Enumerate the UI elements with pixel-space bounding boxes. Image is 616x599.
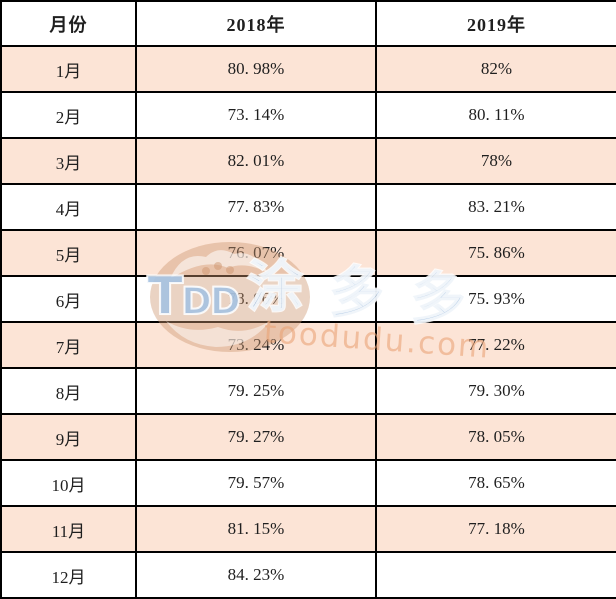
- cell-2019: 79. 30%: [375, 367, 616, 415]
- table-row: 7月 73. 24% 77. 22%: [0, 321, 616, 369]
- cell-2019: 75. 93%: [375, 275, 616, 323]
- cell-2018: 81. 15%: [135, 505, 377, 553]
- table-row: 9月 79. 27% 78. 05%: [0, 413, 616, 461]
- cell-2018: 73. 14%: [135, 91, 377, 139]
- cell-2018: 77. 83%: [135, 183, 377, 231]
- month-cell: 11月: [0, 505, 137, 553]
- table-row: 2月 73. 14% 80. 11%: [0, 91, 616, 139]
- month-cell: 2月: [0, 91, 137, 139]
- month-cell: 3月: [0, 137, 137, 185]
- month-cell: 7月: [0, 321, 137, 369]
- cell-2018: 76. 07%: [135, 229, 377, 277]
- month-cell: 12月: [0, 551, 137, 599]
- month-cell: 9月: [0, 413, 137, 461]
- table-row: 10月 79. 57% 78. 65%: [0, 459, 616, 507]
- cell-2019: 78. 05%: [375, 413, 616, 461]
- cell-2018: 79. 57%: [135, 459, 377, 507]
- table-row: 8月 79. 25% 79. 30%: [0, 367, 616, 415]
- cell-2018: 79. 27%: [135, 413, 377, 461]
- month-cell: 6月: [0, 275, 137, 323]
- table-row: 5月 76. 07% 75. 86%: [0, 229, 616, 277]
- cell-2018: 80. 98%: [135, 45, 377, 93]
- month-cell: 5月: [0, 229, 137, 277]
- cell-2019: 78%: [375, 137, 616, 185]
- table-row: 3月 82. 01% 78%: [0, 137, 616, 185]
- month-cell: 10月: [0, 459, 137, 507]
- cell-2018: 82. 01%: [135, 137, 377, 185]
- header-month: 月份: [0, 0, 137, 47]
- month-cell: 8月: [0, 367, 137, 415]
- cell-2019: 77. 18%: [375, 505, 616, 553]
- table-body: 1月 80. 98% 82% 2月 73. 14% 80. 11% 3月 82.…: [0, 45, 616, 599]
- header-row: 月份 2018年 2019年: [0, 0, 616, 47]
- cell-2019: 75. 86%: [375, 229, 616, 277]
- cell-2019: 77. 22%: [375, 321, 616, 369]
- month-cell: 1月: [0, 45, 137, 93]
- cell-2019: 80. 11%: [375, 91, 616, 139]
- cell-2019: [375, 551, 616, 599]
- cell-2019: 82%: [375, 45, 616, 93]
- cell-2018: 79. 25%: [135, 367, 377, 415]
- table-row: 6月 78. 06% 75. 93%: [0, 275, 616, 323]
- table-row: 12月 84. 23%: [0, 551, 616, 599]
- cell-2018: 73. 24%: [135, 321, 377, 369]
- table-row: 4月 77. 83% 83. 21%: [0, 183, 616, 231]
- cell-2018: 84. 23%: [135, 551, 377, 599]
- month-cell: 4月: [0, 183, 137, 231]
- cell-2019: 78. 65%: [375, 459, 616, 507]
- header-2019: 2019年: [375, 0, 616, 47]
- table-row: 11月 81. 15% 77. 18%: [0, 505, 616, 553]
- table-row: 1月 80. 98% 82%: [0, 45, 616, 93]
- cell-2019: 83. 21%: [375, 183, 616, 231]
- cell-2018: 78. 06%: [135, 275, 377, 323]
- header-2018: 2018年: [135, 0, 377, 47]
